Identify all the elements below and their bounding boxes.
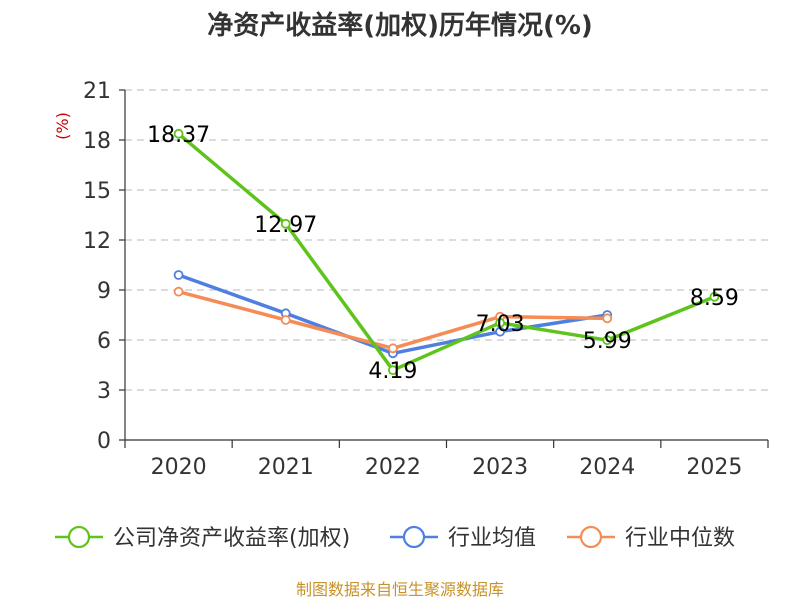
y-tick-label: 12 <box>83 229 111 254</box>
legend: 公司净资产收益率(加权) 行业均值 行业中位数 <box>55 525 735 551</box>
y-tick-label: 0 <box>97 429 111 454</box>
axes: 0 3 6 9 12 15 18 21 2020 2021 2022 2023 2024 2025 <box>83 79 769 480</box>
y-tick-label: 3 <box>97 379 111 404</box>
data-point <box>173 128 184 139</box>
legend-item: 行业中位数 <box>567 525 735 551</box>
x-tick-label: 2023 <box>472 455 528 480</box>
data-point <box>173 286 184 297</box>
legend-marker <box>67 525 91 549</box>
y-axis-label: (%) <box>53 112 72 140</box>
data-label: 4.19 <box>368 359 417 384</box>
data-point <box>602 313 613 324</box>
y-tick-label: 21 <box>83 79 111 104</box>
data-labels: 18.37 12.97 4.19 7.03 5.99 8.59 <box>147 123 739 384</box>
x-tick-label: 2022 <box>365 455 421 480</box>
data-label: 7.03 <box>476 312 525 337</box>
data-label: 8.59 <box>690 286 739 311</box>
legend-label: 行业中位数 <box>625 526 735 551</box>
y-tick-label: 15 <box>83 179 111 204</box>
y-tick-label: 6 <box>97 329 111 354</box>
data-label: 5.99 <box>583 329 632 354</box>
x-tick-label: 2020 <box>151 455 207 480</box>
x-tick-label: 2024 <box>579 455 635 480</box>
series <box>173 128 720 376</box>
series-line <box>176 273 609 356</box>
x-tick-label: 2025 <box>686 455 742 480</box>
data-point <box>495 317 505 328</box>
data-label: 12.97 <box>254 213 317 238</box>
legend-label: 公司净资产收益率(加权) <box>113 526 350 551</box>
source-note: 制图数据来自恒生聚源数据库 <box>296 580 504 599</box>
y-tick-label: 9 <box>97 279 111 304</box>
data-point <box>709 291 720 302</box>
series-line <box>176 132 717 372</box>
legend-item: 公司净资产收益率(加权) <box>55 525 350 551</box>
data-point <box>280 218 291 229</box>
data-point <box>388 365 398 376</box>
chart-title: 净资产收益率(加权)历年情况(%) <box>207 10 593 41</box>
data-point <box>388 343 398 354</box>
data-point <box>602 335 613 346</box>
data-label: 18.37 <box>147 123 210 148</box>
legend-marker <box>402 525 426 549</box>
x-tick-label: 2021 <box>258 455 314 480</box>
legend-item: 行业均值 <box>390 525 536 551</box>
data-point <box>280 315 291 325</box>
y-tick-label: 18 <box>83 129 111 154</box>
legend-marker <box>579 525 603 549</box>
legend-label: 行业均值 <box>448 526 536 551</box>
data-point <box>173 270 184 280</box>
